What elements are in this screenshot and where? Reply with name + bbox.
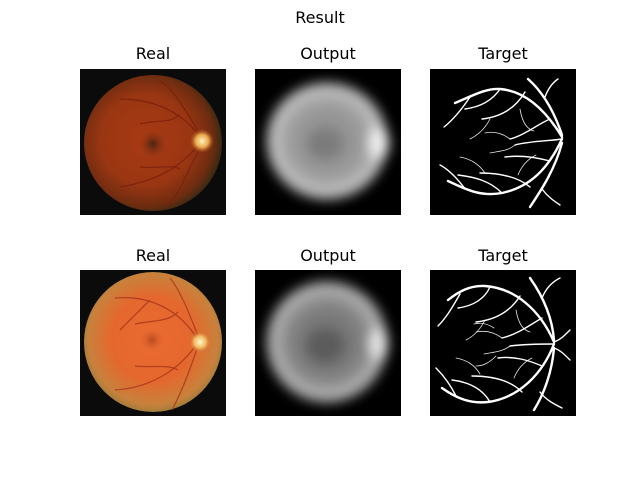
- figure-title: Result: [295, 8, 345, 27]
- real-fundus-image-2: [80, 270, 226, 416]
- panel-title-target-2: Target: [478, 246, 528, 265]
- panel-title-output-1: Output: [300, 44, 356, 63]
- output-prediction-image-1: [255, 69, 401, 215]
- panel-title-real-1: Real: [135, 44, 171, 63]
- panel-title-output-2: Output: [300, 246, 356, 265]
- target-vessel-mask-1: [430, 69, 576, 215]
- output-prediction-image-2: [255, 270, 401, 416]
- panel-title-real-2: Real: [135, 246, 171, 265]
- panel-title-target-1: Target: [478, 44, 528, 63]
- real-fundus-image-1: [80, 69, 226, 215]
- target-vessel-mask-2: [430, 270, 576, 416]
